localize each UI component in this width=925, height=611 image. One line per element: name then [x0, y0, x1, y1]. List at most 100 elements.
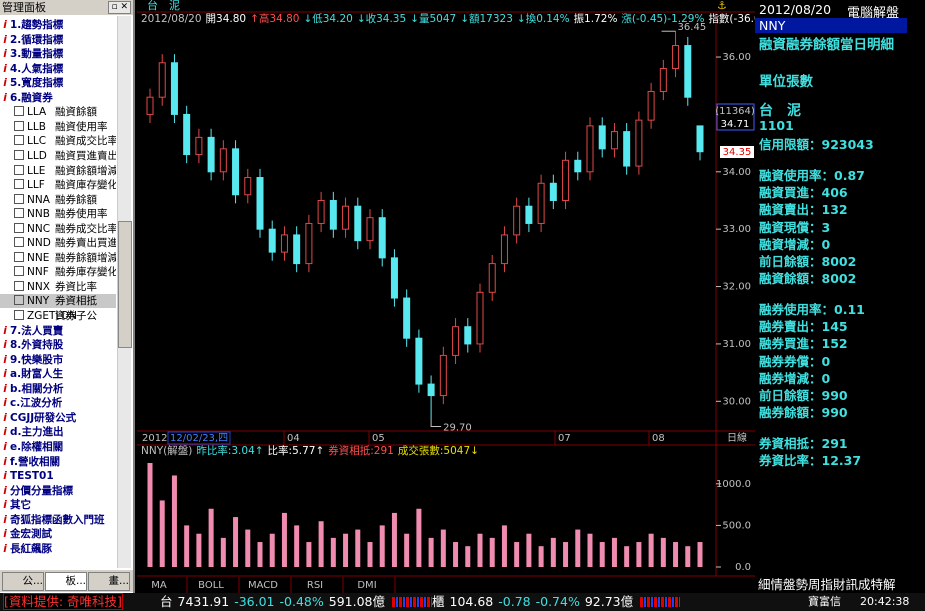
- menu-icon: i: [3, 513, 7, 526]
- item-name: 融券餘額增減: [55, 251, 116, 264]
- item-code: NND: [27, 237, 51, 250]
- menu-icon: i: [3, 324, 7, 337]
- financing-line: 融資增減：0: [759, 236, 831, 252]
- menu-item[interactable]: i 長紅飆豚: [0, 542, 116, 556]
- menu-item[interactable]: i TEST01: [0, 469, 116, 483]
- menu-item[interactable]: i 8.外資持股: [0, 338, 116, 352]
- menu-subitem[interactable]: LLD 融資買進賣出: [0, 149, 116, 163]
- menu-item[interactable]: i e.除權相關: [0, 440, 116, 454]
- indicator-tab[interactable]: RSI: [307, 580, 323, 591]
- indicator-tab[interactable]: MACD: [248, 580, 278, 591]
- menu-label: 8.外資持股: [10, 339, 64, 352]
- menu-item[interactable]: i 2.循環指標: [0, 33, 116, 47]
- item-icon: [14, 193, 24, 204]
- menu-item[interactable]: i 金宏測試: [0, 527, 116, 541]
- menu-item[interactable]: i 1.趨勢指標: [0, 18, 116, 32]
- menu-label: 6.融資券: [10, 91, 53, 104]
- volume-bar: [611, 537, 617, 567]
- item-name: 融券庫存變化: [55, 266, 116, 279]
- item-name: 融券成交比率: [55, 222, 116, 235]
- volume-bar: [514, 542, 520, 567]
- volume-bar: [428, 537, 434, 567]
- menu-item[interactable]: i 5.寬度指標: [0, 76, 116, 90]
- index-field: 104.68: [449, 594, 494, 609]
- candle-body: [537, 182, 545, 224]
- item-name: 券資相抵: [55, 295, 97, 308]
- menu-subitem[interactable]: LLA 融資餘額: [0, 105, 116, 119]
- volume-bar: [171, 475, 177, 567]
- menu-subitem[interactable]: NNX 券資比率: [0, 280, 116, 294]
- menu-icon: i: [3, 33, 7, 46]
- status-bar: [資料提供: 奇唯科技] 台 7431.91 -36.01 -0.48% 591.08億 櫃…: [0, 593, 925, 611]
- candle-body: [146, 96, 154, 115]
- menu-subitem[interactable]: NNF 融券庫存變化: [0, 265, 116, 279]
- menu-subitem[interactable]: LLF 融資庫存變化: [0, 178, 116, 192]
- indicator-tab[interactable]: BOLL: [198, 580, 224, 591]
- indicator-tab[interactable]: MA: [151, 580, 167, 591]
- menu-tree: i 1.趨勢指標 i 2.循環指標 i 3.動量指標 i 4.人氣指標 i 5.寬度指標 i 6.融資…: [0, 15, 133, 568]
- menu-item[interactable]: i 7.法人買賣: [0, 324, 116, 338]
- panel-tab[interactable]: 板...: [45, 572, 87, 591]
- menu-label: 5.寬度指標: [10, 77, 64, 90]
- menu-subitem[interactable]: NNY 券資相抵: [0, 294, 116, 309]
- menu-subitem[interactable]: LLC 融資成交比率: [0, 134, 116, 148]
- volume-bar: [245, 529, 251, 567]
- menu-icon: i: [3, 499, 7, 512]
- menu-subitem[interactable]: NND 融券賣出買進: [0, 236, 116, 250]
- data-provider: [資料提供: 奇唯科技]: [3, 593, 123, 610]
- panel-tab[interactable]: 畫...: [88, 572, 130, 591]
- menu-subitem[interactable]: LLB 融資使用率: [0, 120, 116, 134]
- price-tick-label: 31.00: [722, 339, 751, 350]
- panel-tab[interactable]: 公...: [2, 572, 44, 591]
- item-code: NNC: [27, 222, 51, 235]
- scrollbar[interactable]: [117, 16, 132, 568]
- menu-item[interactable]: i a.財富人生: [0, 367, 116, 381]
- item-code: ZGETLON: [27, 310, 77, 322]
- panel-heading: 融資融券餘額當日明細: [759, 37, 894, 53]
- legend-field: 昨比率:3.04↑: [196, 444, 263, 457]
- menu-subitem[interactable]: NNC 融券成交比率: [0, 222, 116, 236]
- menu-subitem[interactable]: NNB 融券使用率: [0, 207, 116, 221]
- index-field: -0.74%: [535, 594, 580, 609]
- menu-item[interactable]: i 4.人氣指標: [0, 62, 116, 76]
- menu-item[interactable]: i 9.快樂股市: [0, 353, 116, 367]
- menu-item[interactable]: i 3.動量指標: [0, 47, 116, 61]
- menu-item[interactable]: i CGJJ研發公式: [0, 411, 116, 425]
- candle-body: [427, 383, 435, 397]
- menu-item[interactable]: i 奇狐指標函數入門班: [0, 513, 116, 527]
- indicator-tab[interactable]: DMI: [357, 580, 376, 591]
- panel-footer[interactable]: 細情盤勢周指財訊成特解: [758, 577, 896, 592]
- item-code: LLF: [27, 179, 45, 192]
- menu-item[interactable]: i b.相關分析: [0, 382, 116, 396]
- menu-subitem[interactable]: NNA 融券餘額: [0, 193, 116, 207]
- menu-item[interactable]: i f.營收相關: [0, 455, 116, 469]
- candle-body: [647, 90, 655, 121]
- menu-item[interactable]: i d.主力進出: [0, 425, 116, 439]
- volume-tick-label: 500.0: [722, 520, 751, 531]
- candle-body: [317, 199, 325, 224]
- candle-body: [659, 68, 667, 92]
- scroll-thumb[interactable]: [118, 221, 132, 348]
- item-name: 融券使用率: [55, 208, 108, 221]
- item-icon: [14, 280, 24, 291]
- menu-icon: i: [3, 440, 7, 453]
- menu-item[interactable]: i 分價分量指標: [0, 484, 116, 498]
- candle-body: [672, 45, 680, 70]
- candle-body: [305, 222, 313, 265]
- menu-subitem[interactable]: NNE 融券餘額增減: [0, 251, 116, 265]
- menu-item[interactable]: i 其它: [0, 498, 116, 512]
- volume-bar: [233, 517, 239, 567]
- volume-bar: [550, 537, 556, 567]
- candle-body: [207, 136, 215, 173]
- item-icon: [14, 295, 24, 306]
- index-field: 櫃: [432, 594, 445, 609]
- high-label: 36.45: [678, 22, 707, 33]
- menu-icon: i: [3, 397, 7, 410]
- panel-buttons[interactable]: ▫ ✕: [108, 1, 131, 14]
- menu-item[interactable]: i 6.融資券: [0, 91, 116, 105]
- menu-item[interactable]: i c.江波分析: [0, 396, 116, 410]
- credit-limit: 信用限額：923043: [759, 137, 874, 152]
- menu-subitem[interactable]: ZGETLON資券子公: [0, 309, 116, 323]
- menu-subitem[interactable]: LLE 融資餘額增減: [0, 164, 116, 178]
- item-name: 資券子公: [55, 310, 97, 322]
